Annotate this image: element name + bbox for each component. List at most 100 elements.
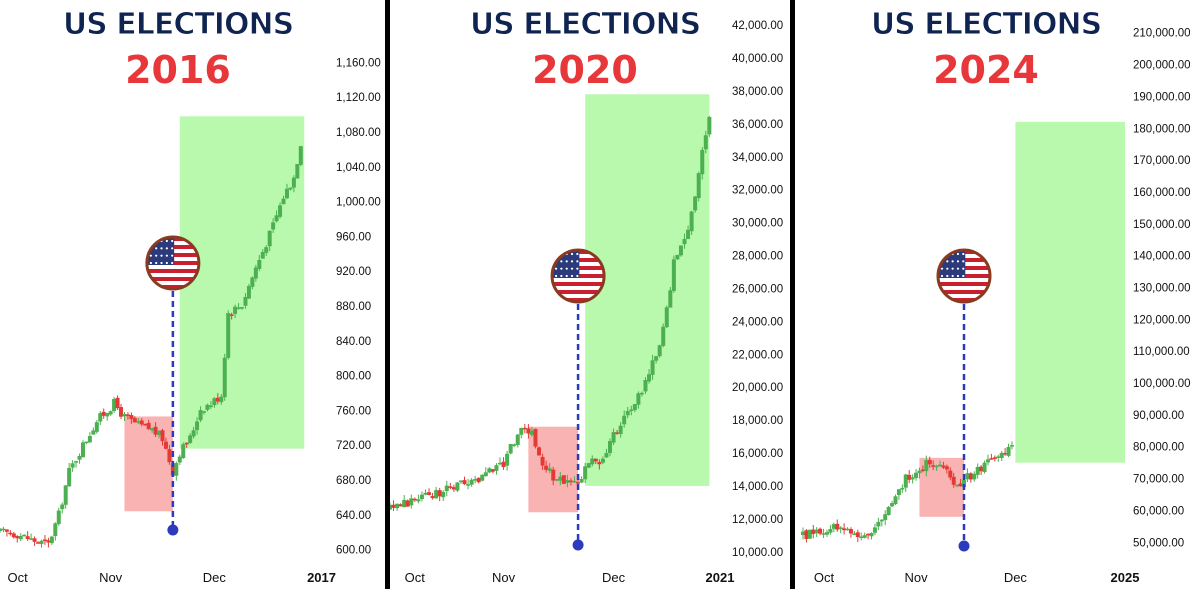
y-tick-label: 720.00 <box>336 440 371 452</box>
y-tick-label: 14,000.00 <box>732 481 783 493</box>
candle-body <box>629 409 634 412</box>
candle-body <box>554 479 559 481</box>
candle-body <box>146 422 151 430</box>
y-tick-label: 1,080.00 <box>336 127 381 139</box>
x-tick-label: Dec <box>1004 570 1028 585</box>
y-tick-label: 30,000.00 <box>732 218 783 230</box>
candle-body <box>586 463 591 468</box>
candle-body <box>150 428 155 431</box>
candle-body <box>579 479 584 483</box>
candle-body <box>968 473 973 480</box>
candle-body <box>1003 452 1008 455</box>
candle-body <box>42 539 47 542</box>
candle-body <box>160 430 165 442</box>
y-tick-label: 40,000.00 <box>732 53 783 65</box>
x-tick-label: Nov <box>99 570 123 585</box>
chart-title: US ELECTIONS <box>871 7 1101 42</box>
x-tick-label: Nov <box>904 570 928 585</box>
panel-divider-right <box>790 0 795 589</box>
candle-body <box>512 444 517 446</box>
candle-body <box>125 414 130 417</box>
y-tick-label: 960.00 <box>336 231 371 243</box>
candle-body <box>74 461 79 463</box>
y-tick-label: 190,000.00 <box>1133 91 1191 103</box>
candle-body <box>934 465 939 468</box>
candle-body <box>608 441 612 453</box>
candle-body <box>188 435 193 443</box>
candle-body <box>143 423 148 426</box>
y-tick-label: 1,160.00 <box>336 57 381 69</box>
candle-body <box>157 430 162 436</box>
y-tick-label: 600.00 <box>336 545 371 557</box>
y-tick-label: 34,000.00 <box>732 152 783 164</box>
candle-body <box>615 432 620 434</box>
x-tick-label: Oct <box>405 570 426 585</box>
chart-panel-2024: 50,000.00 60,000.00 70,000.00 80,000.00 90,0… <box>795 0 1200 589</box>
candle-body <box>455 482 460 491</box>
x-tick-label: Oct <box>814 570 835 585</box>
candle-body <box>590 458 595 465</box>
candle-body <box>565 480 570 483</box>
candle-body <box>15 536 20 539</box>
y-tick-label: 24,000.00 <box>732 316 783 328</box>
candle-body <box>583 466 588 480</box>
y-tick-label: 1,000.00 <box>336 197 381 209</box>
candle-body <box>32 538 37 542</box>
candle-body <box>395 503 400 509</box>
candle-body <box>604 453 609 458</box>
candle-body <box>163 441 168 449</box>
y-tick-label: 200,000.00 <box>1133 60 1191 72</box>
y-tick-label: 22,000.00 <box>732 349 783 361</box>
candle-body <box>593 458 598 462</box>
candle-body <box>434 490 439 499</box>
candle-body <box>668 290 673 308</box>
candle-body <box>278 205 283 217</box>
candle-body <box>917 470 922 474</box>
candle-body <box>229 314 234 316</box>
candle-body <box>1 528 6 531</box>
candle-body <box>191 430 196 437</box>
candle-body <box>67 468 72 487</box>
y-tick-label: 760.00 <box>336 405 371 417</box>
candle-body <box>811 529 816 534</box>
candle-body <box>458 480 463 483</box>
candle-body <box>177 456 182 463</box>
candle-body <box>84 441 89 444</box>
candle-body <box>992 457 997 459</box>
candle-body <box>430 496 435 499</box>
candle-body <box>390 504 392 510</box>
candle-body <box>576 482 581 484</box>
candle-body <box>167 449 172 463</box>
candle-body <box>879 519 884 522</box>
candle-body <box>855 532 860 538</box>
candle-body <box>39 540 44 544</box>
candle-body <box>664 307 669 328</box>
candle-body <box>886 506 891 515</box>
candle-body <box>958 483 963 487</box>
candle-body <box>11 533 16 538</box>
candle-body <box>462 480 467 485</box>
candle-body <box>533 428 538 447</box>
candle-body <box>807 529 812 539</box>
candle-body <box>647 374 652 382</box>
candle-body <box>129 415 134 420</box>
candle-body <box>838 527 843 529</box>
x-tick-label: 2017 <box>307 570 336 585</box>
candle-body <box>274 215 279 222</box>
candle-body <box>842 528 847 531</box>
y-tick-label: 120,000.00 <box>1133 314 1191 326</box>
candle-body <box>480 474 485 481</box>
y-tick-label: 50,000.00 <box>1133 537 1184 549</box>
candle-body <box>862 535 867 538</box>
candle-body <box>423 492 428 495</box>
candle-body <box>18 536 23 540</box>
candle-body <box>999 452 1004 459</box>
candle-body <box>537 447 542 456</box>
candle-body <box>174 463 179 476</box>
candle-body <box>948 470 953 478</box>
y-tick-label: 180,000.00 <box>1133 123 1191 135</box>
candle-body <box>622 415 627 425</box>
us-flag-icon <box>145 235 201 291</box>
y-tick-label: 1,120.00 <box>336 92 381 104</box>
candle-body <box>675 254 680 260</box>
